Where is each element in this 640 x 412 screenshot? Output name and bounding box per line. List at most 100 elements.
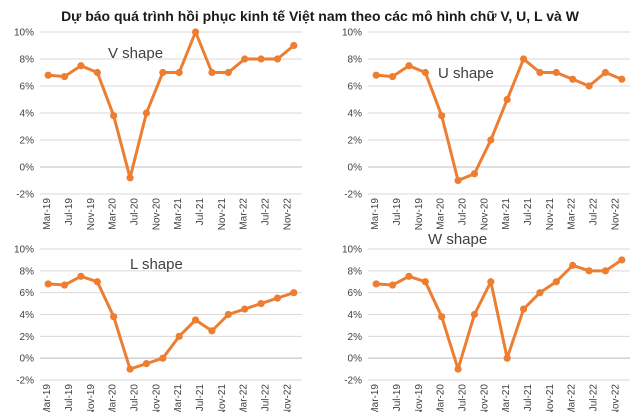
data-point <box>585 82 593 90</box>
data-point <box>159 68 167 77</box>
x-tick-label: Nov-19 <box>414 198 425 231</box>
x-tick-label: Jul-22 <box>261 384 272 412</box>
x-tick-label: Nov-19 <box>86 198 97 231</box>
y-tick-label: 4% <box>20 310 35 321</box>
data-point <box>585 267 593 275</box>
y-tick-label: -2% <box>344 190 362 201</box>
x-tick-label: Mar-20 <box>108 198 119 230</box>
data-point <box>388 72 397 81</box>
data-point <box>77 62 85 70</box>
x-tick-label: Jul-20 <box>458 384 469 412</box>
x-tick-label: Mar-19 <box>42 384 53 412</box>
x-tick-label: Mar-21 <box>173 384 184 412</box>
data-point <box>60 72 69 81</box>
data-point <box>44 71 52 79</box>
data-point <box>454 176 462 185</box>
data-point <box>405 272 413 280</box>
data-point <box>290 41 298 50</box>
data-point <box>93 68 101 77</box>
x-tick-label: Jul-20 <box>130 198 141 226</box>
x-tick-label: Nov-21 <box>545 384 556 412</box>
x-tick-label: Mar-21 <box>501 384 512 412</box>
x-tick-label: Nov-22 <box>282 384 293 412</box>
x-tick-label: Jul-20 <box>458 198 469 226</box>
y-tick-label: 10% <box>14 245 34 256</box>
data-point <box>470 310 479 319</box>
y-tick-label: 2% <box>20 332 35 343</box>
x-tick-label: Nov-21 <box>545 198 556 231</box>
x-tick-label: Mar-22 <box>567 384 578 412</box>
y-tick-label: 6% <box>348 288 363 299</box>
data-point <box>438 313 446 321</box>
data-point <box>405 62 413 70</box>
x-tick-label: Nov-19 <box>86 384 97 412</box>
data-point <box>487 136 495 144</box>
x-tick-label: Jul-19 <box>64 384 75 412</box>
data-point <box>421 278 429 286</box>
y-tick-label: 6% <box>20 288 35 299</box>
data-point <box>224 310 232 319</box>
data-point <box>438 112 446 120</box>
data-point <box>77 272 85 280</box>
x-tick-label: Nov-21 <box>217 384 228 412</box>
data-point <box>241 305 249 313</box>
data-point <box>257 299 265 308</box>
data-point <box>110 112 118 120</box>
x-tick-label: Nov-20 <box>151 384 162 412</box>
x-tick-label: Mar-22 <box>239 198 250 230</box>
x-tick-label: Nov-19 <box>414 384 425 412</box>
data-point <box>191 28 200 36</box>
y-tick-label: -2% <box>344 376 362 387</box>
y-tick-label: 4% <box>20 109 35 120</box>
x-tick-label: Jul-22 <box>589 198 600 226</box>
data-point <box>601 267 610 275</box>
shape-annotation: U shape <box>438 65 494 82</box>
chart-panel: -2% 0% 2% 4% 6% 8% 10% Mar-19 Jul-19 Nov-19 Mar-20… <box>14 28 302 231</box>
shape-annotation: L shape <box>130 256 183 273</box>
x-tick-label: Nov-20 <box>479 198 490 231</box>
data-point <box>44 280 52 288</box>
data-point <box>191 316 200 324</box>
shape-annotation: V shape <box>108 45 163 62</box>
y-tick-label: 0% <box>20 354 35 365</box>
chart-panel: -2% 0% 2% 4% 6% 8% 10% Mar-19 Jul-19 Nov-19 Mar-20… <box>342 28 630 231</box>
data-point <box>618 256 626 264</box>
x-tick-label: Mar-20 <box>436 384 447 412</box>
x-tick-label: Mar-21 <box>173 198 184 230</box>
y-tick-label: 0% <box>348 354 363 365</box>
x-tick-label: Jul-22 <box>261 198 272 226</box>
x-tick-label: Mar-22 <box>239 384 250 412</box>
x-tick-label: Nov-22 <box>282 198 293 231</box>
data-point <box>569 75 577 83</box>
x-tick-label: Jul-19 <box>392 198 403 226</box>
x-tick-label: Mar-20 <box>108 384 119 412</box>
data-point <box>569 261 577 269</box>
data-point <box>503 354 511 362</box>
x-tick-label: Jul-22 <box>589 384 600 412</box>
data-point <box>60 281 69 289</box>
y-tick-label: 6% <box>348 82 363 93</box>
data-point <box>372 280 380 288</box>
page-title: Dự báo quá trình hồi phục kinh tế Việt n… <box>61 8 579 24</box>
data-point <box>388 281 397 289</box>
x-tick-label: Nov-21 <box>217 198 228 231</box>
x-tick-label: Jul-19 <box>64 198 75 226</box>
data-point <box>273 294 282 302</box>
data-point <box>290 289 298 297</box>
y-tick-label: 6% <box>20 82 35 93</box>
data-point <box>421 68 429 77</box>
data-point <box>224 68 232 77</box>
x-tick-label: Mar-19 <box>42 198 53 230</box>
y-tick-label: 10% <box>342 28 362 39</box>
x-tick-label: Mar-19 <box>370 384 381 412</box>
y-tick-label: 2% <box>348 136 363 147</box>
x-tick-label: Jul-20 <box>130 384 141 412</box>
data-point <box>503 95 511 104</box>
data-point <box>273 55 282 63</box>
data-point <box>175 68 183 77</box>
y-tick-label: 10% <box>342 245 362 256</box>
data-point <box>142 109 151 117</box>
series-line <box>376 57 623 182</box>
data-point <box>208 68 216 77</box>
